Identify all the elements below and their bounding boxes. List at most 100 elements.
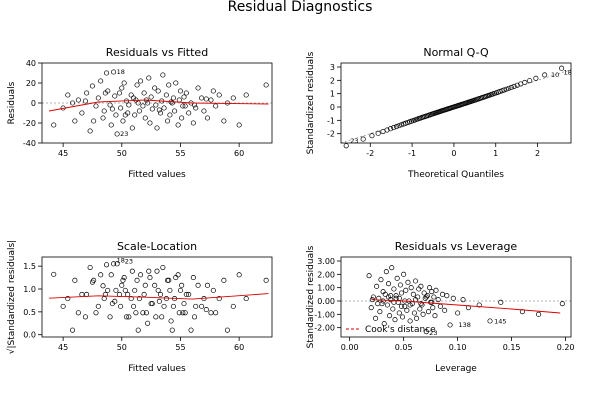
data-point — [432, 313, 438, 319]
data-point — [420, 311, 426, 317]
x-tick-label: 60 — [234, 149, 244, 158]
y-tick-label: 40 — [26, 59, 36, 68]
data-point — [384, 127, 390, 133]
point-label: 23 — [350, 137, 358, 145]
data-point — [160, 72, 166, 78]
data-point — [193, 303, 199, 309]
plot-frame — [340, 256, 572, 338]
data-point — [147, 120, 153, 126]
data-point — [387, 313, 393, 319]
data-point — [511, 83, 517, 89]
data-point — [105, 287, 111, 293]
data-point — [385, 281, 392, 287]
data-point — [204, 282, 211, 288]
y-tick-label: 1.5 — [23, 262, 36, 271]
data-point — [176, 97, 182, 103]
data-point — [147, 275, 153, 281]
data-point — [121, 80, 127, 86]
data-point — [501, 87, 507, 93]
point-label: 145 — [494, 318, 506, 326]
data-point — [142, 282, 148, 288]
data-point — [433, 287, 439, 293]
data-point — [177, 287, 184, 293]
data-point — [393, 124, 400, 130]
data-point — [146, 75, 152, 81]
data-point — [442, 307, 448, 313]
point-label: 18 — [117, 68, 125, 76]
data-point — [119, 282, 125, 288]
data-point — [370, 294, 376, 300]
point-label: 18 — [564, 68, 572, 76]
data-point — [369, 133, 375, 139]
data-point — [116, 90, 122, 96]
data-point — [536, 311, 542, 317]
data-point — [122, 287, 128, 293]
data-point — [487, 318, 493, 324]
data-point — [390, 306, 396, 312]
data-point — [374, 283, 380, 289]
data-point — [122, 112, 128, 118]
data-point — [79, 110, 85, 116]
data-point — [195, 282, 201, 288]
x-tick-label: 0 — [451, 149, 456, 158]
data-point — [155, 287, 161, 293]
data-point — [418, 283, 424, 289]
y-axis-label: Standardized residuals — [306, 51, 316, 154]
data-point — [119, 85, 125, 91]
data-point — [407, 318, 413, 324]
data-point — [101, 296, 107, 302]
x-tick-label: 45 — [58, 149, 68, 158]
data-point — [69, 327, 76, 333]
data-point — [405, 279, 411, 285]
data-point — [118, 105, 124, 111]
y-tick-label: -20 — [23, 119, 36, 128]
data-point — [132, 112, 138, 118]
data-point — [403, 287, 409, 293]
data-point — [75, 97, 81, 103]
x-tick-label: -1 — [408, 149, 416, 158]
data-point — [243, 296, 249, 302]
data-point — [142, 115, 148, 121]
data-point — [375, 130, 381, 136]
data-point — [103, 70, 110, 76]
data-point — [183, 291, 189, 298]
data-point — [378, 277, 384, 283]
y-tick-label: 2 — [330, 76, 335, 85]
data-point — [112, 93, 118, 99]
data-point — [166, 82, 172, 88]
data-point — [263, 82, 269, 88]
data-point — [173, 275, 179, 281]
data-point — [243, 92, 249, 98]
data-point — [141, 291, 147, 298]
x-axis-label: Theoretical Quantiles — [407, 170, 504, 180]
x-tick-label: 0.00 — [341, 343, 359, 352]
data-point — [51, 271, 57, 277]
x-axis-label: Leverage — [435, 364, 477, 374]
data-point — [410, 291, 416, 297]
data-point — [423, 329, 429, 335]
data-point — [146, 268, 152, 274]
y-tick-label: -2.00 — [314, 324, 335, 333]
y-axis-label: Residuals — [7, 81, 17, 124]
data-point — [366, 273, 372, 279]
data-point — [152, 282, 158, 288]
y-tick-label: 0 — [330, 103, 335, 112]
data-point — [190, 275, 196, 281]
y-tick-label: 1 — [330, 90, 335, 99]
data-point — [130, 303, 137, 309]
data-point — [393, 295, 399, 301]
data-point — [373, 315, 379, 321]
data-point — [380, 298, 386, 304]
data-point — [60, 303, 66, 309]
data-point — [379, 301, 385, 307]
data-point — [181, 94, 187, 100]
data-point — [87, 128, 93, 134]
data-point — [533, 75, 539, 81]
smooth-line — [49, 293, 269, 300]
panel-title: Residuals vs Fitted — [106, 46, 208, 59]
data-point — [91, 277, 97, 283]
data-point — [213, 310, 219, 316]
data-point — [437, 303, 443, 309]
data-point — [125, 291, 131, 298]
data-point — [170, 95, 176, 101]
